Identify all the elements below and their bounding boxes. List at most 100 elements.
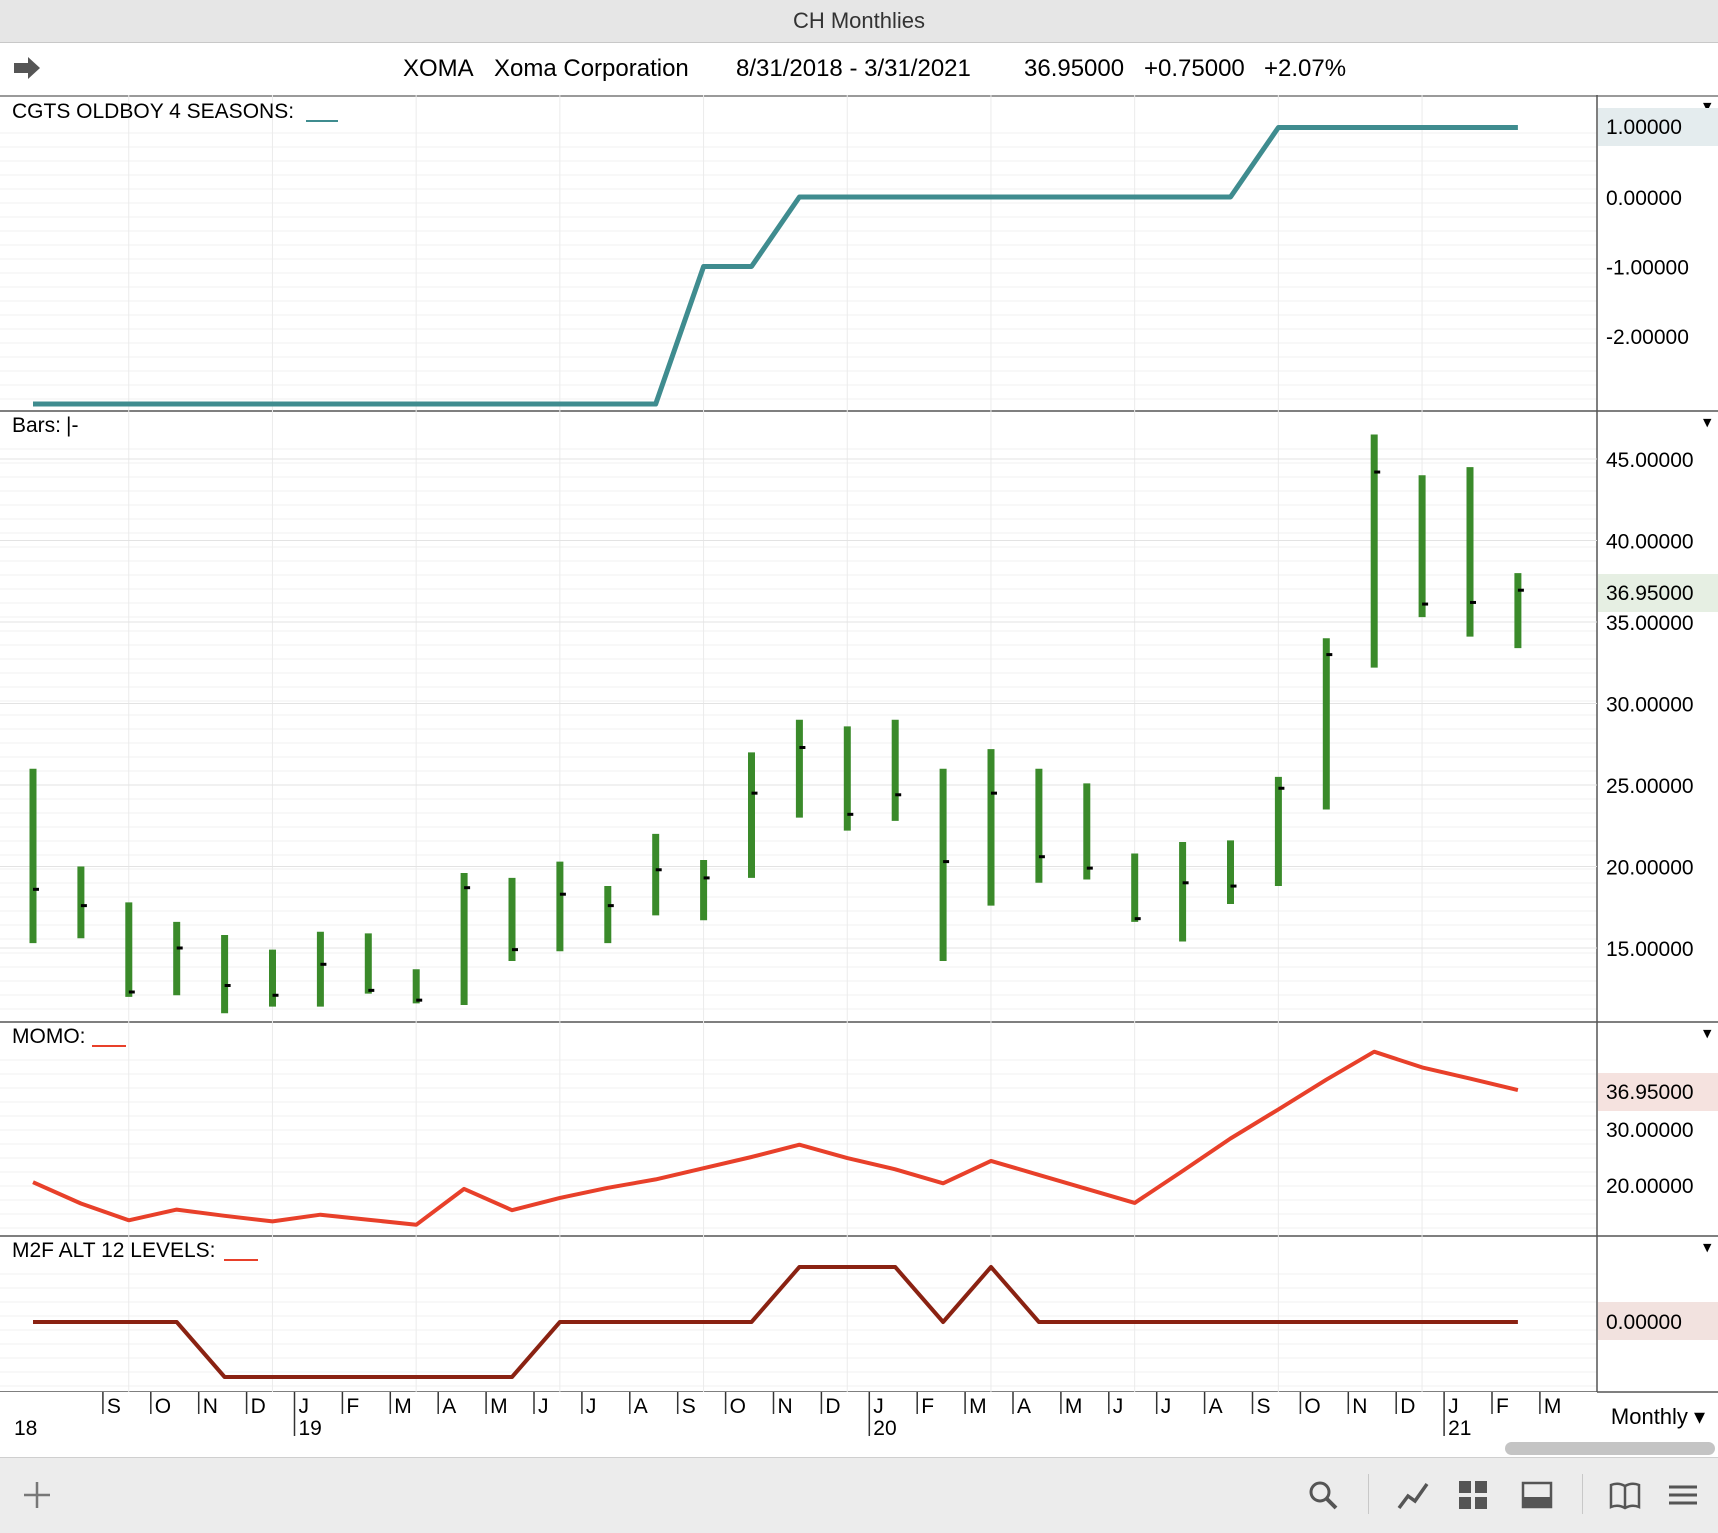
year-label: 20: [873, 1417, 896, 1440]
seasons-price-tag: 1.00000: [1606, 116, 1682, 139]
month-label: N: [203, 1395, 218, 1418]
time-axis[interactable]: S O N D J F M A M J J A S O N D J F M A M J J A S O N D J F M 18 19 20 21: [0, 1392, 1597, 1440]
month-label: O: [1304, 1395, 1320, 1418]
month-label: A: [1017, 1395, 1031, 1418]
seasons-price-tag-bg: [1598, 108, 1718, 146]
plus-icon[interactable]: [20, 1478, 54, 1512]
bars-y-tick-label: 40.00000: [1606, 531, 1694, 554]
panel-menu-arrow: ▼: [1703, 416, 1712, 429]
seasons-y-axis: 0.00000 -1.00000 -2.00000: [1606, 187, 1689, 349]
toolbar-divider: [1368, 1474, 1369, 1514]
bars-panel-label: Bars:: [12, 414, 61, 437]
bars-price-tag: 36.95000: [1606, 582, 1694, 605]
time-axis-bg: [0, 1392, 1597, 1438]
month-label: A: [634, 1395, 648, 1418]
seasons-y-tick-label: -2.00000: [1606, 326, 1689, 349]
month-label: N: [1352, 1395, 1367, 1418]
m2f-price-tag: 0.00000: [1606, 1311, 1682, 1334]
price-change: +0.75000: [1144, 55, 1245, 82]
price-change-percent: +2.07%: [1264, 55, 1347, 82]
month-label: N: [778, 1395, 793, 1418]
year-label: 19: [299, 1417, 322, 1440]
momo-price-tag-bg: [1598, 1073, 1718, 1111]
month-label: M: [969, 1395, 987, 1418]
month-label: A: [1209, 1395, 1223, 1418]
menu-icon[interactable]: [1666, 1478, 1700, 1512]
year-label: 21: [1448, 1417, 1471, 1440]
month-label: M: [394, 1395, 412, 1418]
year-label: 18: [14, 1417, 37, 1440]
ohlc-bars: [29, 434, 1524, 1014]
momo-price-tag: 36.95000: [1606, 1081, 1694, 1104]
seasons-y-tick-label: 0.00000: [1606, 187, 1682, 210]
seasons-panel-label: CGTS OLDBOY 4 SEASONS:: [12, 100, 294, 123]
momo-line: [32, 1049, 1519, 1227]
bottom-toolbar: [0, 1457, 1718, 1533]
month-label: A: [442, 1395, 456, 1418]
bars-price-tag-bg: [1598, 574, 1718, 612]
book-icon[interactable]: [1608, 1478, 1642, 1512]
month-label: D: [825, 1395, 840, 1418]
month-label: J: [1113, 1395, 1124, 1418]
month-label: M: [1544, 1395, 1562, 1418]
bars-y-tick-label: 30.00000: [1606, 694, 1694, 717]
symbol: XOMA: [403, 55, 474, 82]
bars-legend-swatch: |-: [66, 414, 78, 437]
momo-panel-label: MOMO:: [12, 1025, 86, 1048]
panel-menu-arrow: ▼: [1703, 100, 1712, 113]
month-label: J: [1161, 1395, 1172, 1418]
panel-menu-arrow: ▼: [1703, 1241, 1712, 1254]
bars-y-tick-label: 15.00000: [1606, 938, 1694, 961]
month-label: F: [1496, 1395, 1509, 1418]
momo-panel[interactable]: MOMO: 20.00000 30.00000 36.95000: [12, 1025, 1718, 1227]
horizontal-scrollbar[interactable]: [1505, 1442, 1715, 1455]
bars-y-axis: 15.00000 20.00000 25.00000 30.00000 35.00000…: [1606, 449, 1694, 961]
bars-y-tick-label: 35.00000: [1606, 612, 1694, 635]
month-label: S: [682, 1395, 696, 1418]
seasons-y-tick-label: -1.00000: [1606, 257, 1689, 280]
seasons-panel[interactable]: CGTS OLDBOY 4 SEASONS: 0.00000 -1.00000 -2…: [12, 100, 1718, 407]
month-label: J: [1448, 1395, 1459, 1418]
month-label: M: [1065, 1395, 1083, 1418]
search-icon[interactable]: [1306, 1478, 1340, 1512]
m2f-line: [33, 1265, 1518, 1379]
month-label: J: [586, 1395, 597, 1418]
month-label: D: [251, 1395, 266, 1418]
date-range: 8/31/2018 - 3/31/2021: [736, 55, 971, 82]
month-label: F: [346, 1395, 359, 1418]
window-title: CH Monthlies: [0, 0, 1718, 43]
month-label: O: [155, 1395, 171, 1418]
m2f-panel[interactable]: M2F ALT 12 LEVELS: 0.00000: [12, 1239, 1718, 1379]
momo-y-axis: 20.00000 30.00000: [1606, 1119, 1694, 1198]
month-label: S: [107, 1395, 121, 1418]
grid-icon[interactable]: [1456, 1478, 1490, 1512]
panel-icon[interactable]: [1520, 1478, 1554, 1512]
forward-arrow-icon[interactable]: [12, 55, 42, 81]
month-label: M: [490, 1395, 508, 1418]
timeframe-label: Monthly: [1610, 1404, 1688, 1429]
bars-y-tick-label: 45.00000: [1606, 449, 1694, 472]
bars-panel[interactable]: Bars: |- 15.00000 20.00000 25.00000 30.0000…: [12, 414, 1718, 1014]
month-label: S: [1257, 1395, 1271, 1418]
panel-menu-arrow: ▼: [1703, 1027, 1712, 1040]
month-label: D: [1400, 1395, 1415, 1418]
month-label: J: [299, 1395, 310, 1418]
line-chart-icon[interactable]: [1396, 1478, 1430, 1512]
quote-header: XOMA Xoma Corporation 8/31/2018 - 3/31/2…: [0, 43, 1718, 97]
toolbar-divider: [1582, 1474, 1583, 1514]
company-name: Xoma Corporation: [494, 55, 689, 82]
bars-y-tick-label: 20.00000: [1606, 857, 1694, 880]
chart-area[interactable]: ▼ ▼ ▼ ▼ CGTS OLDBOY 4 SEASONS: 0.00000 -1.00…: [0, 95, 1718, 1440]
momo-y-tick-label: 30.00000: [1606, 1119, 1694, 1142]
bars-y-tick-label: 25.00000: [1606, 775, 1694, 798]
month-label: O: [730, 1395, 746, 1418]
momo-y-tick-label: 20.00000: [1606, 1175, 1694, 1198]
month-label: F: [921, 1395, 934, 1418]
timeframe-selector[interactable]: Monthly ▾: [1598, 1396, 1718, 1438]
seasons-line: [33, 125, 1518, 407]
month-label: J: [538, 1395, 549, 1418]
grid-lines: ▼ ▼ ▼ ▼: [0, 95, 1718, 1393]
month-label: J: [873, 1395, 884, 1418]
m2f-price-tag-bg: [1598, 1302, 1718, 1340]
last-price: 36.95000: [1024, 55, 1125, 82]
